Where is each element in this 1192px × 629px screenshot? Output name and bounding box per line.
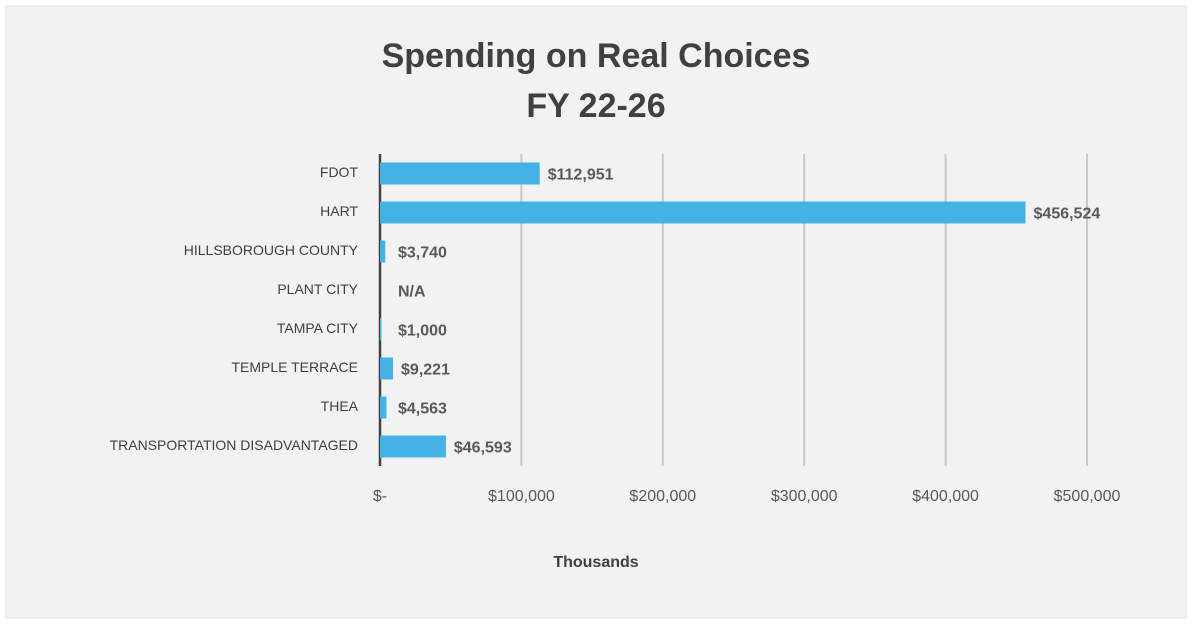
data-label: $46,593: [454, 440, 512, 457]
x-tick-label: $200,000: [629, 488, 696, 505]
data-label: $112,951: [548, 167, 614, 184]
x-tick-label: $-: [373, 488, 387, 505]
y-tick-label: TAMPA CITY: [277, 320, 359, 336]
y-tick-label: TRANSPORTATION DISADVANTAGED: [110, 437, 358, 453]
y-tick-label: PLANT CITY: [277, 281, 358, 297]
y-tick-label: TEMPLE TERRACE: [231, 359, 358, 375]
data-label: $1,000: [398, 323, 447, 340]
x-tick-label: $100,000: [488, 488, 555, 505]
y-tick-label: HART: [320, 203, 358, 219]
chart-title: FY 22-26: [526, 87, 665, 125]
x-tick-label: $400,000: [912, 488, 979, 505]
chart-background: [5, 5, 1187, 619]
bar: [380, 162, 540, 185]
x-tick-label: $500,000: [1054, 488, 1121, 505]
bar: [380, 201, 1026, 224]
bar: [380, 318, 382, 341]
bar: [380, 435, 446, 458]
bar: [380, 240, 386, 263]
x-tick-label: $300,000: [771, 488, 838, 505]
y-tick-label: THEA: [321, 398, 359, 414]
y-tick-label: HILLSBOROUGH COUNTY: [184, 242, 359, 258]
data-label: $456,524: [1034, 206, 1101, 223]
chart-title: Spending on Real Choices: [382, 37, 811, 75]
data-label: N/A: [398, 284, 426, 301]
bar: [380, 357, 394, 380]
y-tick-label: FDOT: [320, 164, 359, 180]
bar: [380, 396, 387, 419]
data-label: $9,221: [401, 362, 450, 379]
data-label: $4,563: [398, 401, 447, 418]
x-axis-title: Thousands: [553, 554, 638, 571]
data-label: $3,740: [398, 245, 447, 262]
